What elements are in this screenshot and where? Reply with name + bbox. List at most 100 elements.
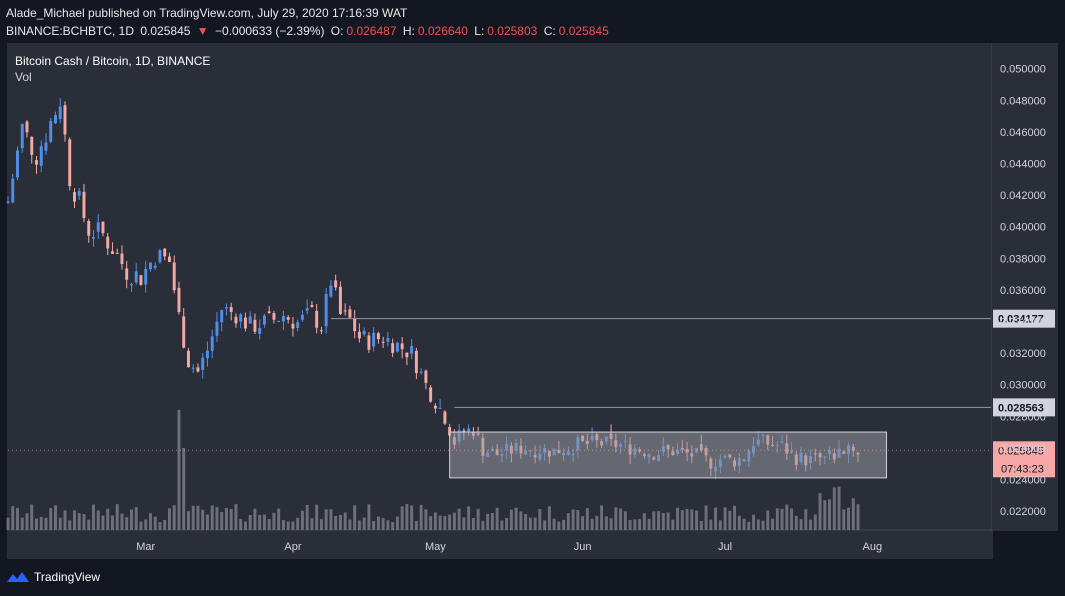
volume-bar — [115, 504, 119, 530]
volume-bar — [433, 512, 437, 530]
chart-overlays: 0.034177 0.028563 0.025845 07:43:23 — [8, 309, 1055, 479]
volume-bar — [685, 509, 689, 530]
volume-bar — [533, 517, 537, 530]
candle-body — [158, 250, 162, 263]
candle-body — [467, 428, 471, 432]
volume-bar — [210, 505, 214, 530]
candle-body — [35, 160, 38, 165]
volume-bar — [500, 520, 504, 530]
candle-body — [424, 370, 428, 383]
volume-bar — [557, 521, 561, 530]
published-line: Alade_Michael published on TradingView.c… — [6, 6, 408, 20]
candle-body — [291, 323, 295, 329]
volume-bar — [54, 505, 57, 530]
volume-bar — [543, 520, 547, 530]
volume-bar — [790, 508, 794, 530]
volume-bar — [229, 509, 233, 530]
candle-body — [253, 319, 257, 332]
volume-bar — [538, 508, 542, 530]
volume-bar — [562, 519, 566, 530]
volume-bar — [752, 514, 756, 530]
volume-bar — [410, 505, 414, 530]
volume-bar — [699, 520, 703, 530]
volume-bar — [129, 509, 133, 530]
close-value: 0.025845 — [558, 24, 609, 38]
candle-body — [220, 310, 224, 323]
candle-body — [372, 332, 376, 347]
volume-bar — [372, 521, 376, 530]
volume-bar — [585, 508, 589, 530]
time-axis[interactable] — [7, 531, 992, 559]
volume-bar — [813, 514, 817, 530]
bar-countdown-label: 07:43:23 — [1001, 463, 1044, 475]
candle-body — [348, 309, 352, 318]
time-tick-label: Jun — [574, 541, 592, 553]
volume-bar — [167, 508, 171, 530]
volume-bar — [429, 516, 433, 530]
candle-body — [215, 321, 219, 336]
volume-bar — [414, 520, 418, 530]
volume-bar — [305, 504, 309, 530]
candle-body — [191, 367, 195, 369]
candle-body — [144, 268, 148, 285]
volume-bar — [595, 515, 599, 530]
price-tick-label: 0.050000 — [1000, 64, 1046, 76]
candle-body — [196, 367, 200, 372]
candle-body — [315, 310, 319, 328]
volume-bar — [391, 521, 395, 530]
candle-body — [438, 407, 442, 409]
price-tick-label: 0.048000 — [1000, 95, 1046, 107]
volume-bar — [524, 513, 528, 530]
footer-brand[interactable]: TradingView — [34, 570, 101, 584]
candle-body — [30, 136, 34, 155]
volume-bar — [419, 504, 423, 530]
volume-bar — [30, 504, 34, 530]
volume-bar — [39, 516, 43, 530]
volume-bar — [818, 493, 822, 530]
candle-body — [234, 316, 238, 324]
candle-body — [405, 352, 409, 358]
candle-body — [16, 150, 19, 178]
open-value: 0.026487 — [346, 24, 397, 38]
last-price: 0.025845 — [140, 24, 191, 38]
symbol-label: BINANCE:BCHBTC, 1D — [6, 24, 135, 38]
level-price-tag — [993, 398, 1055, 417]
volume-bar — [619, 508, 623, 530]
candle-body — [49, 121, 53, 142]
tradingview-logo-icon[interactable] — [6, 570, 30, 584]
volume-bar — [63, 510, 67, 530]
volume-bar — [837, 486, 841, 530]
volume-bar — [438, 515, 442, 530]
volume-bar — [771, 518, 775, 530]
candle-body — [367, 335, 371, 350]
time-tick-label: Apr — [284, 541, 301, 553]
volume-bar — [661, 512, 665, 530]
volume-bar — [239, 518, 243, 530]
volume-bar — [742, 518, 746, 530]
candle-body — [338, 286, 342, 314]
volume-bar — [761, 520, 765, 530]
candle-body — [87, 220, 91, 236]
candle-body — [262, 315, 266, 325]
volume-bar — [495, 507, 499, 530]
chart-pane[interactable] — [7, 43, 992, 559]
candle-body — [101, 221, 105, 234]
volume-bar — [676, 507, 680, 530]
price-axis-labels: 0.050000 0.048000 0.046000 0.044000 0.042000… — [1000, 64, 1046, 518]
volume-bar — [49, 508, 53, 530]
candle-body — [353, 318, 357, 332]
volume-bar — [733, 505, 737, 530]
candle-body — [239, 314, 243, 322]
volume-bar — [794, 515, 798, 530]
volume-bar — [766, 510, 770, 530]
candle-body — [129, 284, 133, 286]
volume-bar — [258, 514, 262, 530]
candle-body — [134, 271, 138, 283]
volume-bar — [324, 509, 328, 530]
candle-body — [186, 350, 190, 368]
price-tick-label: 0.040000 — [1000, 222, 1046, 234]
volume-bar — [528, 517, 532, 530]
candle-body — [334, 280, 338, 288]
volume-bar — [609, 518, 613, 530]
